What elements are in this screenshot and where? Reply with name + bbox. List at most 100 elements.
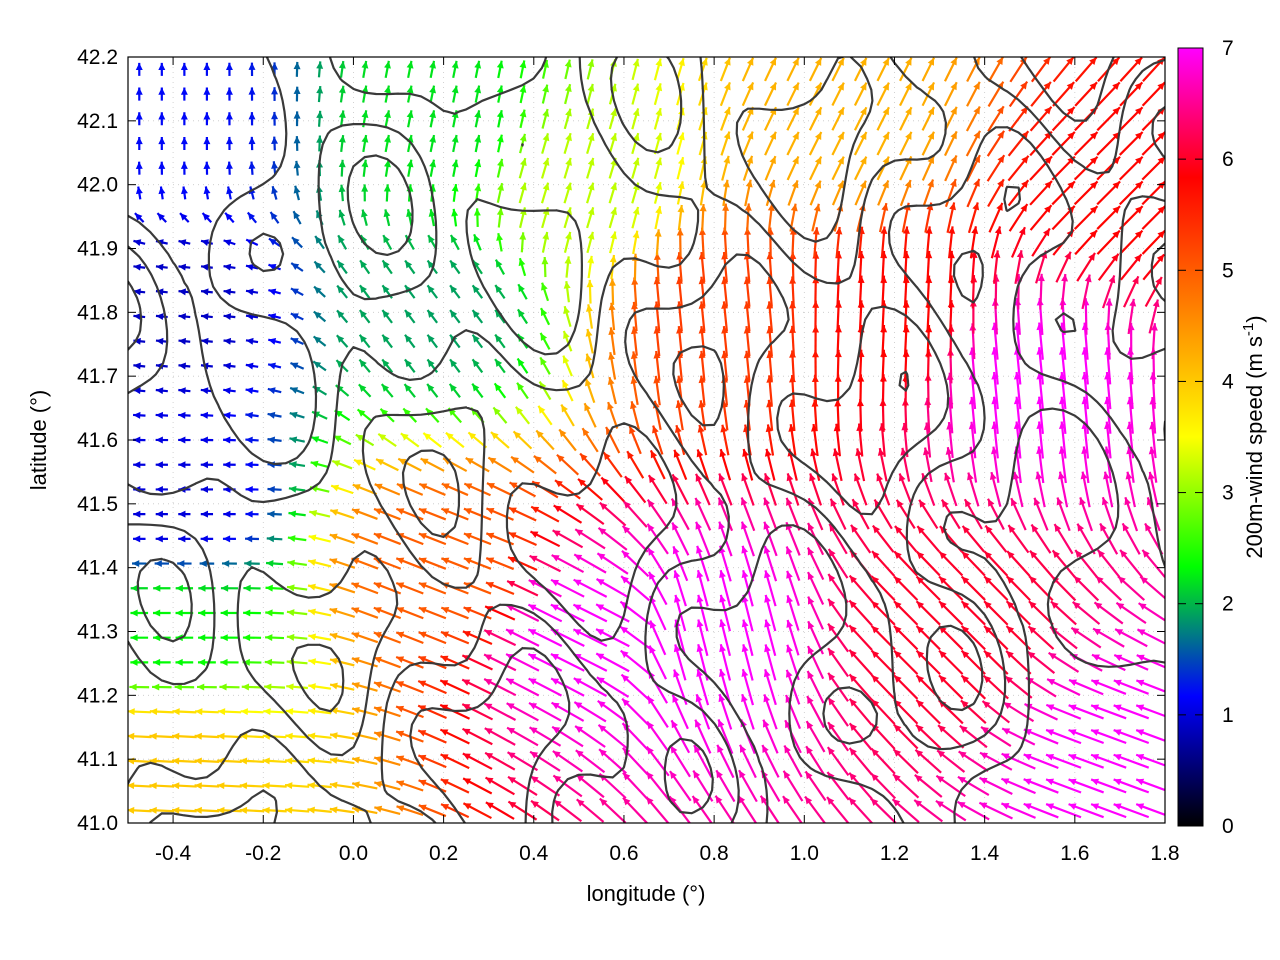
wind-arrow — [1090, 753, 1127, 769]
wind-arrow — [670, 719, 691, 754]
wind-arrow — [676, 57, 685, 81]
wind-arrow — [1090, 778, 1127, 794]
wind-arrow — [1046, 678, 1081, 697]
wind-arrow — [869, 797, 897, 823]
wind-arrow — [1076, 252, 1096, 282]
wind-arrow — [670, 498, 690, 531]
wind-arrow — [718, 473, 733, 506]
wind-arrow — [471, 309, 484, 324]
wind-arrow — [696, 449, 710, 481]
wind-arrow — [222, 411, 236, 419]
wind-arrow — [512, 430, 533, 450]
wind-arrow — [223, 239, 236, 246]
wind-arrow — [171, 806, 197, 814]
wind-arrow — [673, 594, 687, 632]
wind-arrow — [529, 554, 562, 573]
wind-arrow — [987, 57, 1004, 83]
wind-arrow — [695, 521, 711, 557]
wind-arrow — [381, 358, 394, 373]
wind-arrow — [871, 524, 895, 553]
wind-arrow — [180, 87, 188, 101]
wind-arrow — [293, 86, 301, 102]
wind-arrow — [620, 575, 651, 602]
wind-arrow — [1119, 57, 1143, 82]
wind-arrow — [876, 82, 890, 107]
wind-arrow — [848, 796, 874, 823]
wind-arrow — [722, 203, 730, 232]
wind-arrow — [876, 473, 891, 506]
colorbar-tick-label: 4 — [1222, 370, 1234, 393]
wind-arrow — [620, 673, 650, 701]
wind-arrow — [719, 643, 732, 681]
wind-arrow — [853, 473, 868, 506]
wind-arrow — [621, 697, 650, 726]
wind-arrow — [597, 700, 629, 724]
wind-arrow — [551, 701, 585, 722]
wind-arrow — [698, 326, 706, 357]
wind-arrow — [805, 720, 826, 753]
wind-arrow — [418, 631, 447, 645]
wind-arrow — [308, 658, 332, 666]
wind-arrow — [697, 424, 708, 456]
wind-arrow — [550, 578, 585, 598]
wind-arrow — [1006, 575, 1031, 601]
wind-arrow — [316, 135, 324, 152]
wind-arrow — [597, 723, 628, 750]
wind-arrow — [373, 756, 401, 766]
wind-arrow — [178, 288, 191, 296]
wind-arrow — [149, 782, 175, 790]
wind-arrow — [223, 510, 236, 518]
wind-arrow — [174, 683, 195, 691]
wind-arrow — [239, 806, 265, 814]
wind-arrow — [782, 770, 804, 802]
wind-arrow — [653, 132, 663, 155]
wind-arrow — [988, 202, 1004, 233]
wind-arrow — [358, 383, 372, 398]
wind-arrow — [486, 482, 514, 497]
wind-arrow — [811, 203, 821, 232]
wind-arrow — [284, 782, 310, 790]
wind-arrow — [451, 183, 459, 202]
wind-arrow — [741, 81, 755, 107]
wind-arrow — [674, 424, 686, 456]
wind-arrow — [528, 677, 562, 697]
wind-arrow — [764, 57, 777, 82]
wind-arrow — [507, 556, 538, 571]
wind-arrow — [361, 159, 369, 177]
wind-arrow — [181, 186, 188, 200]
wind-arrow — [870, 575, 896, 602]
wind-arrow — [742, 131, 754, 156]
wind-arrow — [966, 81, 981, 107]
wind-arrow — [462, 802, 492, 820]
wind-arrow — [395, 557, 424, 570]
wind-arrow — [316, 110, 324, 127]
wind-arrow — [848, 624, 873, 651]
wind-arrow — [290, 337, 304, 346]
wind-arrow — [439, 728, 470, 745]
wind-arrow — [1113, 704, 1150, 720]
wind-arrow — [451, 159, 459, 177]
wind-arrow — [496, 207, 504, 228]
wind-arrow — [396, 780, 424, 792]
wind-arrow — [963, 498, 983, 530]
wind-arrow — [485, 801, 515, 820]
wind-arrow — [158, 186, 166, 200]
wind-arrow — [786, 131, 800, 156]
wind-arrow — [764, 155, 777, 181]
wind-arrow — [902, 324, 910, 358]
wind-arrow — [383, 184, 391, 202]
wind-arrow — [765, 424, 775, 456]
wind-arrow — [530, 775, 561, 797]
wind-arrow — [375, 458, 399, 472]
wind-arrow — [1121, 522, 1141, 555]
wind-arrow — [541, 256, 549, 278]
wind-arrow — [1004, 675, 1033, 699]
wind-arrow — [764, 644, 777, 681]
wind-arrow — [694, 497, 712, 531]
wind-arrow — [307, 608, 332, 617]
wind-arrow — [922, 179, 935, 207]
wind-arrow — [310, 460, 329, 469]
wind-arrow — [630, 351, 639, 381]
wind-arrow — [293, 111, 301, 127]
wind-arrow — [599, 501, 627, 527]
